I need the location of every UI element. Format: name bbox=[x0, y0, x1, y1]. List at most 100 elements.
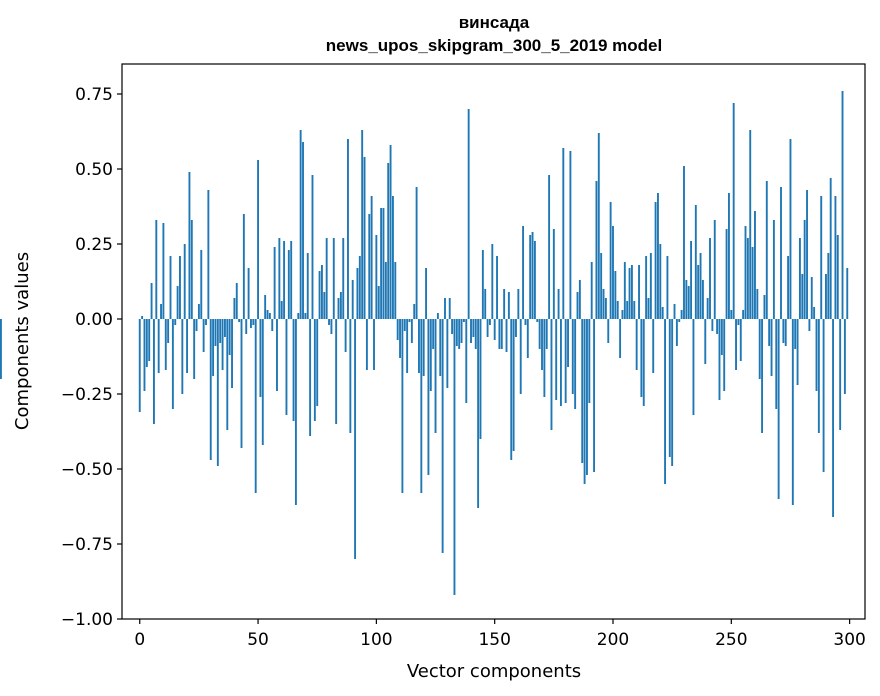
bar-284 bbox=[810, 277, 813, 319]
x-tick-label: 50 bbox=[247, 630, 269, 650]
bar-15 bbox=[174, 319, 177, 325]
bar-221 bbox=[661, 307, 664, 319]
bar-87 bbox=[344, 319, 347, 352]
bar-51 bbox=[259, 319, 262, 397]
bar-100 bbox=[375, 235, 378, 319]
bar-9 bbox=[160, 304, 162, 319]
bar-175 bbox=[552, 229, 555, 319]
bar-91 bbox=[354, 319, 357, 559]
chart-subtitle: news_upos_skipgram_300_5_2019 model bbox=[326, 36, 662, 55]
bar-90 bbox=[351, 280, 354, 319]
bar-undefined bbox=[0, 319, 2, 379]
bar-66 bbox=[294, 319, 297, 505]
bar-131 bbox=[448, 298, 451, 319]
bar-211 bbox=[638, 265, 640, 319]
bar-203 bbox=[619, 319, 622, 358]
bar-180 bbox=[564, 319, 567, 403]
bar-60 bbox=[280, 301, 283, 319]
bar-260 bbox=[754, 211, 756, 319]
bar-189 bbox=[586, 319, 588, 475]
bar-206 bbox=[626, 301, 629, 319]
y-tick-label: 0.50 bbox=[75, 160, 113, 180]
bar-95 bbox=[363, 157, 366, 319]
bar-219 bbox=[657, 193, 659, 319]
bar-105 bbox=[387, 163, 390, 319]
bar-31 bbox=[212, 319, 215, 376]
bar-55 bbox=[268, 313, 271, 319]
bar-166 bbox=[531, 232, 534, 319]
bar-281 bbox=[803, 220, 806, 319]
bar-111 bbox=[401, 319, 404, 493]
bar-39 bbox=[231, 319, 233, 388]
bar-207 bbox=[628, 268, 631, 319]
bar-57 bbox=[273, 247, 276, 319]
bar-252 bbox=[735, 319, 737, 370]
bar-176 bbox=[555, 319, 558, 400]
y-tick-label: −0.50 bbox=[61, 460, 113, 480]
bar-273 bbox=[784, 319, 787, 346]
bar-271 bbox=[780, 187, 782, 319]
bar-228 bbox=[678, 319, 681, 322]
bar-156 bbox=[507, 292, 510, 319]
bar-165 bbox=[529, 235, 532, 319]
bar-129 bbox=[444, 298, 446, 319]
bar-268 bbox=[772, 220, 775, 319]
bar-239 bbox=[704, 319, 707, 364]
bar-245 bbox=[718, 319, 721, 400]
bar-159 bbox=[515, 319, 517, 337]
x-tick-label: 200 bbox=[597, 630, 629, 650]
y-tick-label: −0.25 bbox=[61, 385, 113, 405]
bar-161 bbox=[519, 319, 522, 394]
bar-289 bbox=[822, 319, 825, 472]
chart-title: винсада bbox=[459, 13, 530, 32]
bar-287 bbox=[817, 319, 820, 433]
bar-254 bbox=[739, 319, 742, 361]
bar-107 bbox=[391, 196, 394, 319]
bar-47 bbox=[250, 319, 252, 328]
bar-134 bbox=[455, 319, 458, 346]
bar-23 bbox=[193, 319, 196, 379]
bar-279 bbox=[798, 238, 801, 319]
bar-162 bbox=[522, 226, 525, 319]
bar-214 bbox=[645, 256, 648, 319]
bar-42 bbox=[238, 319, 241, 322]
bar-59 bbox=[278, 238, 281, 319]
bar-7 bbox=[155, 220, 158, 319]
bar-218 bbox=[654, 202, 657, 319]
bar-32 bbox=[214, 319, 217, 346]
bar-205 bbox=[623, 262, 626, 319]
bar-274 bbox=[787, 256, 790, 319]
bar-144 bbox=[479, 319, 482, 439]
bar-199 bbox=[609, 202, 612, 319]
bar-241 bbox=[709, 238, 711, 319]
bar-4 bbox=[148, 319, 151, 361]
bar-132 bbox=[451, 319, 454, 334]
bar-6 bbox=[153, 319, 155, 424]
bar-244 bbox=[716, 319, 719, 334]
bar-160 bbox=[517, 289, 520, 319]
bar-152 bbox=[498, 319, 501, 349]
bar-251 bbox=[732, 103, 735, 319]
bar-93 bbox=[358, 256, 361, 319]
bar-227 bbox=[675, 319, 678, 346]
bar-261 bbox=[756, 289, 759, 319]
bar-138 bbox=[465, 319, 468, 403]
bar-173 bbox=[548, 175, 551, 319]
bar-190 bbox=[588, 319, 591, 403]
bar-209 bbox=[633, 301, 636, 319]
bar-27 bbox=[202, 319, 205, 352]
bar-109 bbox=[396, 319, 399, 340]
bar-155 bbox=[505, 319, 508, 352]
bar-202 bbox=[616, 301, 619, 319]
bar-146 bbox=[484, 289, 487, 319]
bar-53 bbox=[264, 295, 267, 319]
bar-270 bbox=[777, 319, 780, 499]
bar-44 bbox=[242, 214, 245, 319]
bar-212 bbox=[640, 319, 643, 397]
bar-86 bbox=[342, 238, 345, 319]
bar-25 bbox=[197, 304, 200, 319]
bar-82 bbox=[332, 238, 335, 319]
bar-139 bbox=[467, 109, 470, 319]
bar-257 bbox=[746, 238, 749, 319]
